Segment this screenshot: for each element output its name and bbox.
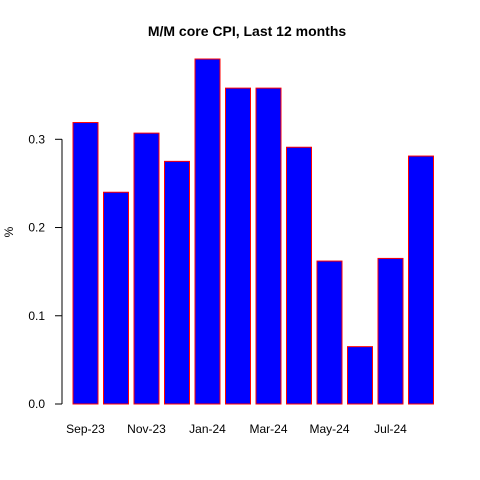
x-tick-label: Sep-23 bbox=[66, 422, 105, 436]
bar-sep-23 bbox=[72, 122, 99, 405]
bar-apr-24 bbox=[286, 146, 312, 405]
bars bbox=[72, 58, 434, 405]
y-tick-label: 0.1 bbox=[28, 309, 45, 323]
x-tick-label: Jul-24 bbox=[374, 422, 407, 436]
bar-mar-24 bbox=[255, 87, 282, 405]
x-tick-label: Jan-24 bbox=[189, 422, 226, 436]
x-tick-label: May-24 bbox=[309, 422, 349, 436]
bar-feb-24 bbox=[225, 87, 251, 405]
y-tick-label: 0.0 bbox=[28, 397, 45, 411]
chart-title: M/M core CPI, Last 12 months bbox=[148, 23, 347, 39]
bar-jan-24 bbox=[194, 58, 221, 405]
x-tick-label: Mar-24 bbox=[249, 422, 287, 436]
bar-oct-23 bbox=[103, 191, 129, 405]
y-axis: 0.0 0.1 0.2 0.3 bbox=[28, 132, 63, 411]
y-axis-label: % bbox=[2, 226, 16, 237]
bar-aug-24 bbox=[408, 155, 434, 405]
bar-dec-23 bbox=[164, 160, 190, 405]
y-tick-label: 0.2 bbox=[28, 221, 45, 235]
bar-jul-24 bbox=[377, 257, 404, 405]
x-tick-label: Nov-23 bbox=[127, 422, 166, 436]
bar-may-24 bbox=[316, 260, 343, 405]
y-tick-label: 0.3 bbox=[28, 132, 45, 146]
bar-jun-24 bbox=[347, 346, 373, 405]
bar-nov-23 bbox=[133, 132, 160, 405]
x-axis-tick-labels: Sep-23 Nov-23 Jan-24 Mar-24 May-24 Jul-24 bbox=[66, 422, 407, 436]
